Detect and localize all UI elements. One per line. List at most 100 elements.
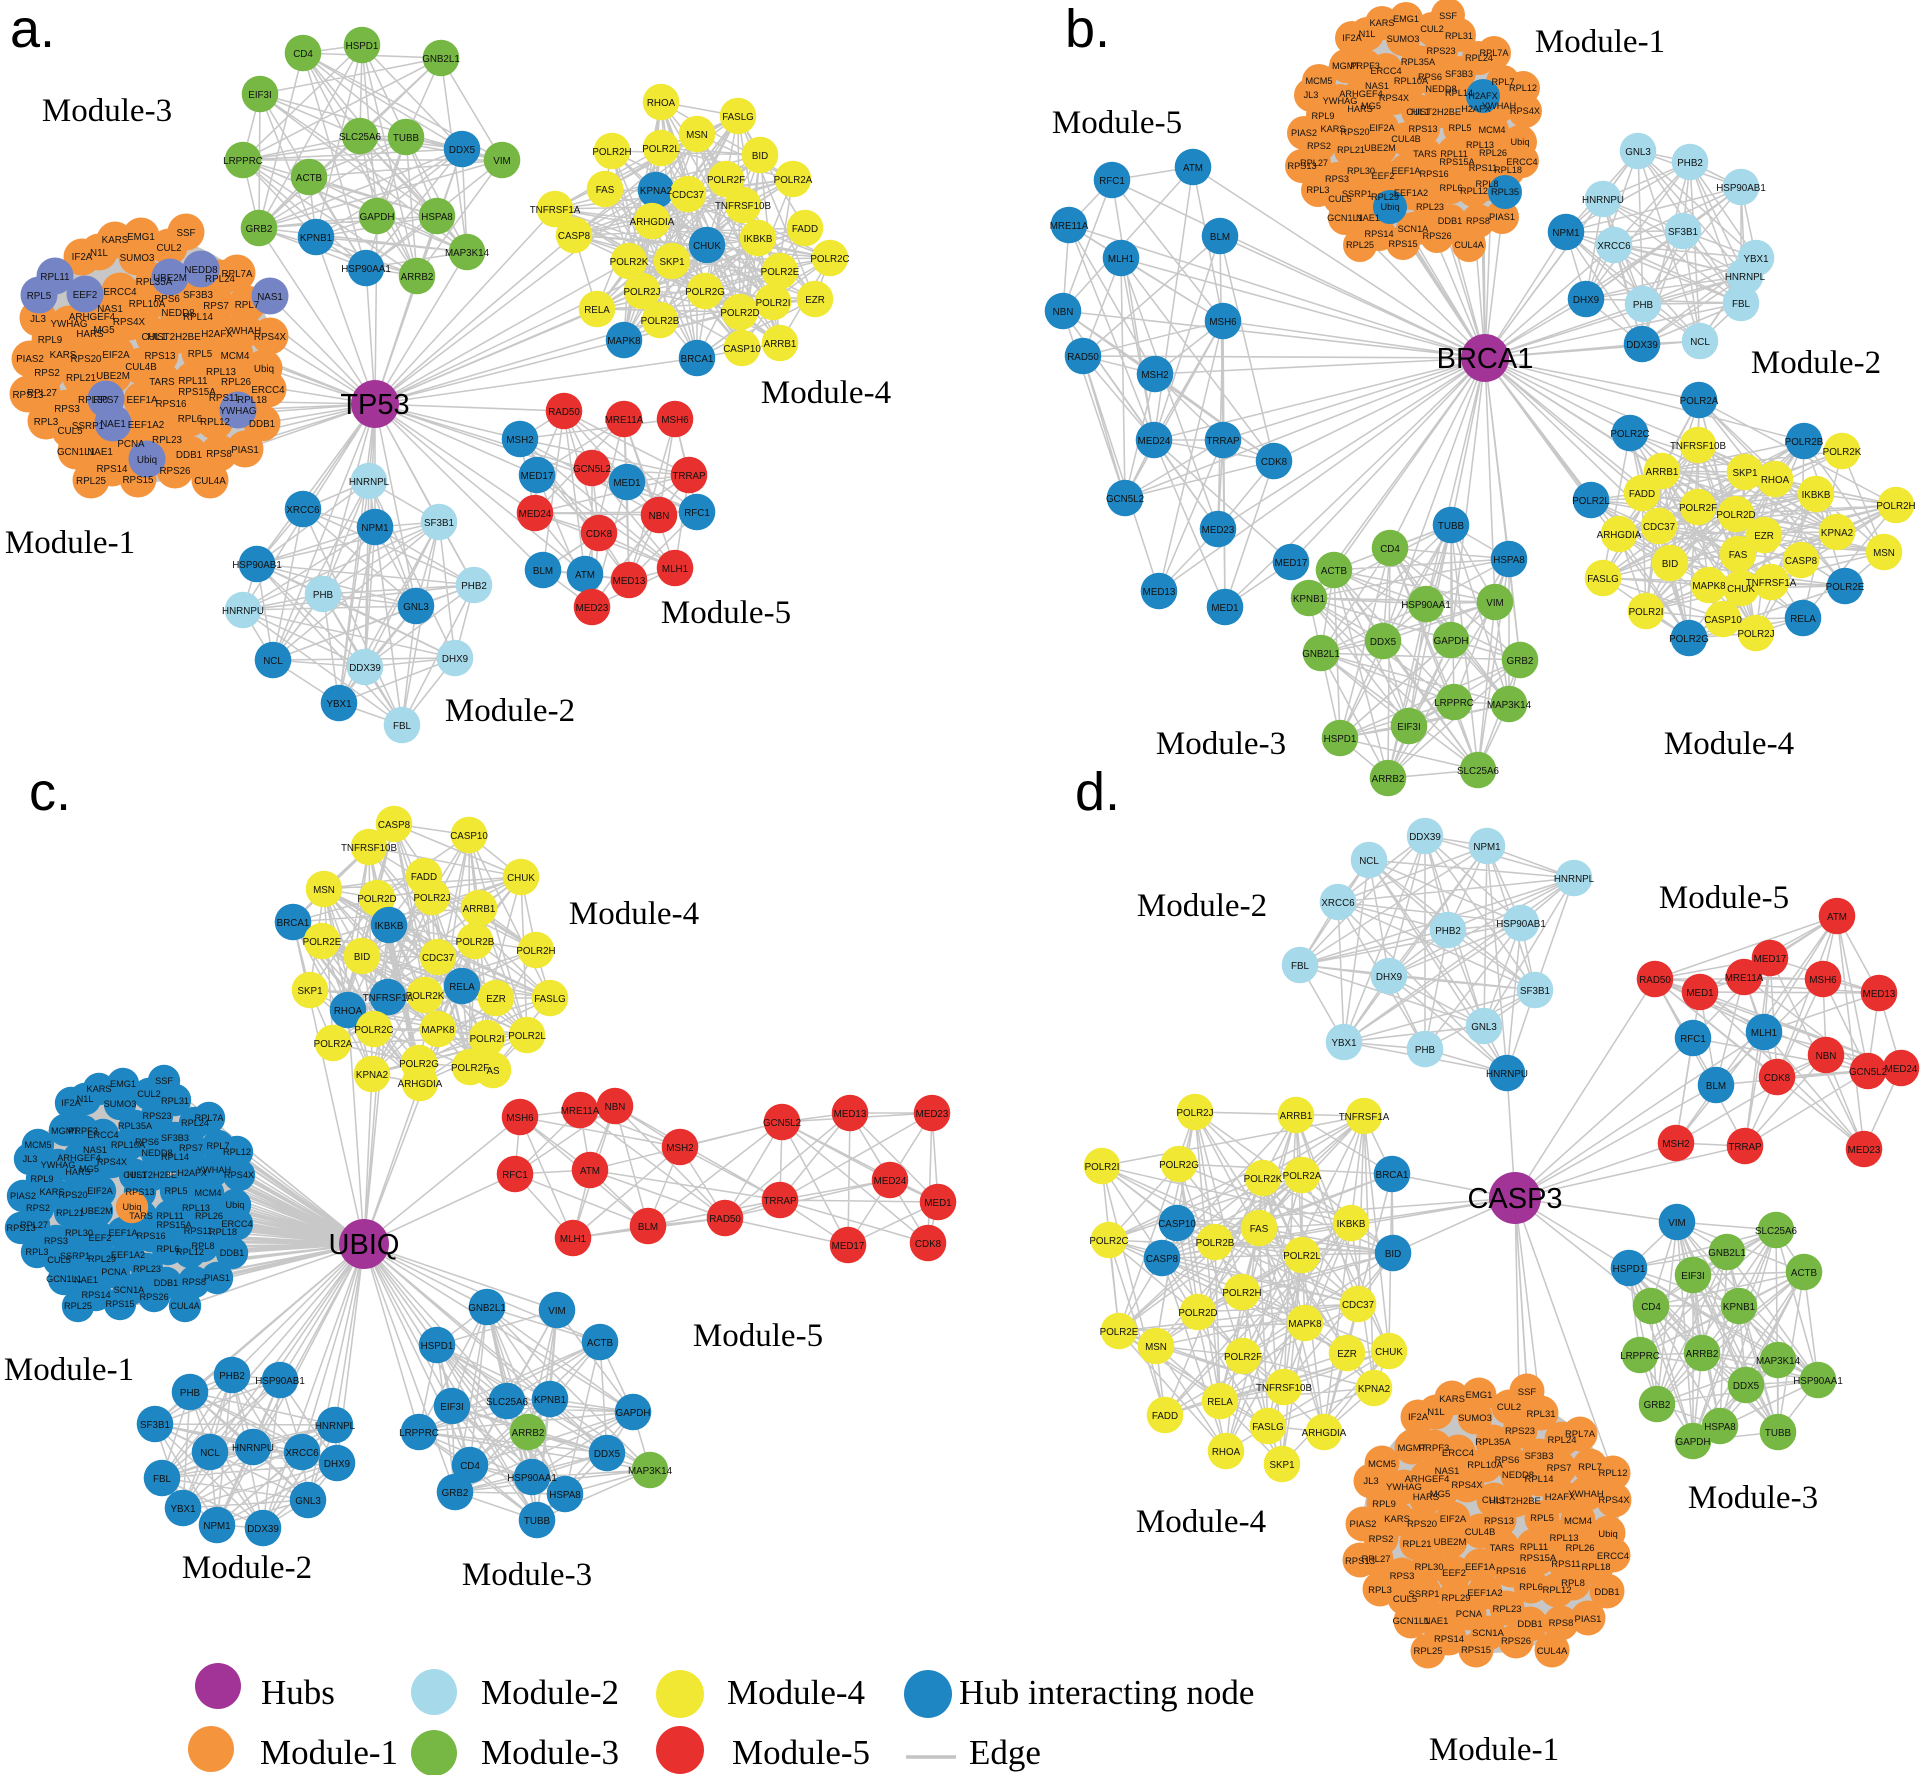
- svg-text:RPS26: RPS26: [1501, 1636, 1531, 1647]
- svg-text:SUMO3: SUMO3: [104, 1099, 137, 1109]
- svg-text:RPL7A: RPL7A: [221, 269, 253, 280]
- svg-text:CUL1: CUL1: [141, 332, 166, 343]
- svg-text:TRRAP: TRRAP: [1206, 436, 1240, 447]
- svg-text:RPL3: RPL3: [1368, 1585, 1392, 1596]
- svg-text:MAP3K14: MAP3K14: [628, 1466, 673, 1477]
- svg-text:RPL9: RPL9: [38, 335, 63, 346]
- svg-text:ATM: ATM: [575, 570, 595, 581]
- svg-text:POLR2K: POLR2K: [406, 991, 445, 1002]
- svg-text:NAE1: NAE1: [1356, 213, 1380, 223]
- svg-text:RPL13: RPL13: [1549, 1533, 1578, 1544]
- svg-text:RPS16: RPS16: [1496, 1566, 1526, 1577]
- svg-text:SUMO3: SUMO3: [120, 253, 155, 264]
- svg-text:XRCC6: XRCC6: [286, 505, 320, 516]
- svg-text:Module-3: Module-3: [481, 1733, 619, 1772]
- svg-text:Ubiq: Ubiq: [226, 1200, 245, 1210]
- svg-text:HSP90AA1: HSP90AA1: [1793, 1376, 1843, 1387]
- svg-text:RPS23: RPS23: [1426, 46, 1455, 56]
- svg-text:ARRB2: ARRB2: [512, 1428, 545, 1439]
- svg-text:RPL14: RPL14: [1445, 88, 1473, 98]
- svg-text:HSPA8: HSPA8: [549, 1490, 581, 1501]
- svg-text:SSF: SSF: [1518, 1387, 1537, 1398]
- svg-text:ARRB1: ARRB1: [1280, 1111, 1313, 1122]
- svg-text:EEF2: EEF2: [1372, 171, 1395, 181]
- svg-text:RFC1: RFC1: [1680, 1034, 1706, 1045]
- svg-text:HNRNPU: HNRNPU: [1582, 195, 1624, 206]
- svg-text:RPL23: RPL23: [1416, 202, 1444, 212]
- svg-text:FBL: FBL: [153, 1474, 172, 1485]
- svg-text:RPL5: RPL5: [27, 291, 52, 302]
- svg-text:LRPPRC: LRPPRC: [223, 156, 263, 167]
- svg-text:CD4: CD4: [1380, 544, 1400, 555]
- svg-text:ATM: ATM: [1827, 912, 1847, 923]
- svg-text:ARRB1: ARRB1: [764, 339, 797, 350]
- svg-text:MED23: MED23: [916, 1109, 949, 1120]
- svg-text:YWHAH: YWHAH: [1482, 101, 1516, 111]
- svg-text:RPS4X: RPS4X: [1451, 1480, 1483, 1491]
- svg-text:RELA: RELA: [449, 982, 475, 993]
- svg-text:MSH2: MSH2: [666, 1143, 693, 1154]
- svg-text:RAD50: RAD50: [1067, 352, 1099, 363]
- svg-text:Module-5: Module-5: [1052, 105, 1182, 141]
- svg-text:RPS8: RPS8: [206, 449, 232, 460]
- svg-text:RPL8: RPL8: [192, 1241, 215, 1251]
- svg-text:DDB1: DDB1: [249, 419, 275, 430]
- svg-text:CDK8: CDK8: [1764, 1073, 1791, 1084]
- svg-text:RPL35A: RPL35A: [1475, 1437, 1511, 1448]
- svg-text:RPL8: RPL8: [1476, 179, 1499, 189]
- svg-text:Hubs: Hubs: [261, 1673, 335, 1712]
- svg-text:SLC25A6: SLC25A6: [339, 132, 381, 143]
- svg-text:NPM1: NPM1: [203, 1521, 230, 1532]
- svg-text:CHUK: CHUK: [1727, 584, 1755, 595]
- svg-text:RPS13: RPS13: [1408, 124, 1437, 134]
- svg-text:POLR2E: POLR2E: [1100, 1327, 1139, 1338]
- svg-text:RPL35A: RPL35A: [118, 1121, 153, 1131]
- svg-text:Module-4: Module-4: [727, 1673, 865, 1712]
- svg-text:POLR2B: POLR2B: [641, 316, 680, 327]
- svg-text:RPS7: RPS7: [93, 395, 119, 406]
- svg-text:Ubiq: Ubiq: [123, 1202, 142, 1212]
- svg-text:CUL2: CUL2: [1497, 1402, 1521, 1413]
- svg-text:RPL7: RPL7: [1578, 1462, 1602, 1473]
- svg-text:FASLG: FASLG: [534, 994, 566, 1005]
- svg-text:HSP90AB1: HSP90AB1: [1716, 183, 1766, 194]
- svg-text:GCN1L1: GCN1L1: [46, 1274, 82, 1284]
- svg-text:DDB1: DDB1: [220, 1248, 245, 1258]
- svg-text:RPL30: RPL30: [65, 1228, 93, 1238]
- svg-text:NAS1: NAS1: [97, 304, 123, 315]
- svg-text:RPL12: RPL12: [1460, 186, 1488, 196]
- svg-text:PHB: PHB: [1415, 1045, 1436, 1056]
- svg-text:RPL5: RPL5: [165, 1186, 188, 1196]
- svg-text:MED24: MED24: [874, 1176, 907, 1187]
- svg-text:NBN: NBN: [1053, 307, 1074, 318]
- svg-text:PCNA: PCNA: [1456, 1609, 1483, 1620]
- svg-text:RPL6: RPL6: [178, 414, 203, 425]
- svg-text:CDC37: CDC37: [1342, 1300, 1374, 1311]
- svg-text:YWHAH: YWHAH: [225, 326, 261, 337]
- svg-text:ARHGDIA: ARHGDIA: [1302, 1428, 1347, 1439]
- svg-text:GNB2L1: GNB2L1: [422, 54, 460, 65]
- svg-text:NAE1: NAE1: [74, 1275, 98, 1285]
- svg-text:MSN: MSN: [1145, 1342, 1167, 1353]
- svg-text:MRE11A: MRE11A: [605, 415, 644, 426]
- svg-text:ERCC4: ERCC4: [221, 1219, 252, 1229]
- svg-text:MGMT: MGMT: [1332, 61, 1360, 71]
- svg-text:RPL7A: RPL7A: [1565, 1429, 1596, 1440]
- svg-text:RHOA: RHOA: [1761, 475, 1790, 486]
- svg-text:MED24: MED24: [1138, 436, 1171, 447]
- svg-text:RPS4X: RPS4X: [1598, 1495, 1630, 1506]
- svg-text:N1L: N1L: [77, 1094, 94, 1104]
- svg-text:RPS6: RPS6: [1418, 72, 1442, 82]
- svg-text:EIF2A: EIF2A: [102, 350, 130, 361]
- svg-text:BID: BID: [1662, 559, 1678, 570]
- svg-text:DHX9: DHX9: [324, 1459, 350, 1470]
- svg-text:CDK8: CDK8: [586, 529, 613, 540]
- svg-text:RPL18: RPL18: [1494, 165, 1522, 175]
- svg-text:YBX1: YBX1: [326, 699, 351, 710]
- svg-text:RPS15: RPS15: [1461, 1645, 1491, 1656]
- svg-text:SCN1A: SCN1A: [1398, 224, 1430, 234]
- svg-text:POLR2C: POLR2C: [810, 254, 849, 265]
- svg-text:NPM1: NPM1: [1473, 842, 1500, 853]
- svg-text:POLR2L: POLR2L: [1283, 1251, 1321, 1262]
- svg-text:CASP10: CASP10: [450, 831, 488, 842]
